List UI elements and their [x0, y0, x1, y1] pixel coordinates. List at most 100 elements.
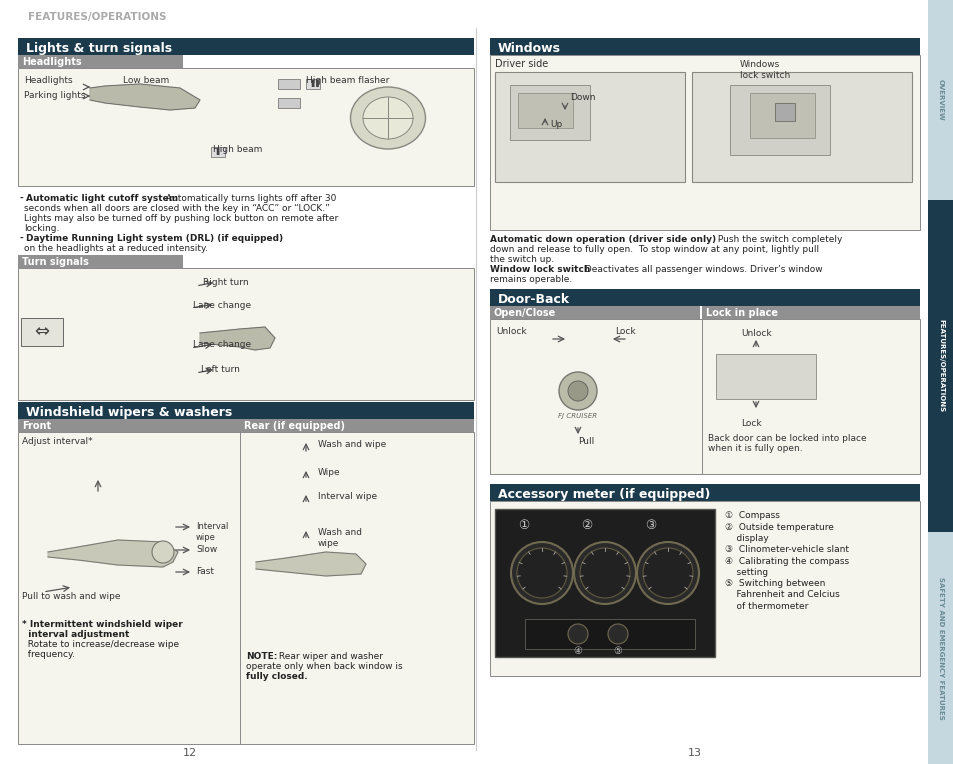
Text: Driver side: Driver side [495, 59, 548, 69]
Bar [306, 79, 319, 89]
Bar [18, 68, 474, 186]
Text: Lock: Lock [740, 419, 760, 428]
Text: Down: Down [569, 93, 595, 102]
Text: Rear (if equipped): Rear (if equipped) [244, 421, 345, 431]
Text: SAFETY AND EMERGENCY FEATURES: SAFETY AND EMERGENCY FEATURES [937, 577, 943, 720]
Text: Slow: Slow [195, 545, 217, 554]
Text: Right turn: Right turn [203, 278, 249, 287]
Bar [716, 354, 815, 399]
Text: Window lock switch: Window lock switch [490, 265, 590, 274]
Text: Lane change: Lane change [193, 340, 251, 349]
Text: seconds when all doors are closed with the key in “ACC” or “LOCK.”: seconds when all doors are closed with t… [24, 204, 330, 213]
Bar [277, 79, 299, 89]
Text: Parking lights: Parking lights [24, 91, 86, 100]
Polygon shape [200, 327, 274, 350]
Bar [490, 38, 919, 55]
Text: Automatic down operation (driver side only): Automatic down operation (driver side on… [490, 235, 716, 244]
Bar [517, 93, 573, 128]
Text: Unlock: Unlock [496, 327, 526, 336]
Ellipse shape [511, 542, 573, 604]
Text: Wash and
wipe: Wash and wipe [317, 528, 361, 548]
Ellipse shape [517, 548, 566, 598]
Bar [21, 318, 63, 346]
Text: remains operable.: remains operable. [490, 275, 572, 284]
Text: Automatic light cutoff system: Automatic light cutoff system [26, 194, 178, 203]
Bar [729, 85, 829, 155]
Text: Lane change: Lane change [193, 301, 251, 310]
Text: ▐▐: ▐▐ [308, 80, 318, 87]
Bar [490, 484, 919, 501]
Text: * Intermittent windshield wiper: * Intermittent windshield wiper [22, 620, 183, 629]
Text: FEATURES/OPERATIONS: FEATURES/OPERATIONS [28, 12, 167, 22]
Bar [18, 432, 474, 744]
Text: Headlights: Headlights [22, 57, 82, 67]
Text: Rear wiper and washer: Rear wiper and washer [275, 652, 382, 661]
Text: Back door can be locked into place: Back door can be locked into place [707, 434, 865, 443]
Text: ⑤: ⑤ [613, 646, 621, 656]
Ellipse shape [607, 624, 627, 644]
Text: FEATURES/OPERATIONS: FEATURES/OPERATIONS [937, 319, 943, 413]
Bar [490, 55, 919, 230]
Ellipse shape [567, 624, 587, 644]
Ellipse shape [152, 541, 173, 563]
Text: Pull to wash and wipe: Pull to wash and wipe [22, 592, 120, 601]
Text: Windshield wipers & washers: Windshield wipers & washers [26, 406, 232, 419]
Ellipse shape [574, 542, 636, 604]
Bar [495, 72, 684, 182]
Text: Accessory meter (if equipped): Accessory meter (if equipped) [497, 488, 710, 501]
Ellipse shape [642, 548, 692, 598]
Text: Interval
wipe: Interval wipe [195, 522, 228, 542]
Text: ▐: ▐ [213, 148, 218, 155]
Bar [18, 255, 183, 268]
Text: ②  Outside temperature
    display: ② Outside temperature display [724, 523, 833, 543]
Text: 12: 12 [183, 748, 197, 758]
Text: ②: ② [580, 519, 592, 532]
Text: ①  Compass: ① Compass [724, 511, 779, 520]
Bar [18, 402, 474, 419]
Bar [211, 147, 225, 157]
Text: Fast: Fast [195, 567, 213, 576]
Text: NOTE:: NOTE: [246, 652, 277, 661]
Text: Wipe: Wipe [317, 468, 340, 477]
Text: locking.: locking. [24, 224, 59, 233]
Text: down and release to fully open.  To stop window at any point, lightly pull: down and release to fully open. To stop … [490, 245, 819, 254]
Text: Lock in place: Lock in place [705, 308, 778, 318]
Text: Front: Front [22, 421, 51, 431]
Bar [240, 419, 474, 432]
Bar [18, 268, 474, 400]
Text: -: - [20, 194, 24, 203]
Text: when it is fully open.: when it is fully open. [707, 444, 801, 453]
Bar [495, 509, 714, 657]
Text: frequency.: frequency. [22, 650, 75, 659]
Bar [510, 85, 589, 140]
Bar [927, 0, 953, 200]
Text: on the headlights at a reduced intensity.: on the headlights at a reduced intensity… [24, 244, 208, 253]
Text: ⇔: ⇔ [34, 323, 50, 341]
Text: Windows: Windows [497, 42, 560, 55]
Text: Adjust interval*: Adjust interval* [22, 437, 92, 446]
Text: Automatically turns lights off after 30: Automatically turns lights off after 30 [163, 194, 336, 203]
Text: ④: ④ [573, 646, 581, 656]
Text: Unlock: Unlock [740, 329, 771, 338]
Bar [490, 306, 700, 319]
Text: Lights & turn signals: Lights & turn signals [26, 42, 172, 55]
Text: Up: Up [550, 120, 561, 129]
Text: fully closed.: fully closed. [246, 672, 307, 681]
Bar [524, 619, 695, 649]
Ellipse shape [350, 87, 425, 149]
Polygon shape [255, 552, 366, 576]
Bar [18, 419, 240, 432]
Ellipse shape [558, 372, 597, 410]
Text: Wash and wipe: Wash and wipe [317, 440, 386, 449]
Text: High beam: High beam [213, 145, 262, 154]
Text: FJ CRUISER: FJ CRUISER [558, 413, 597, 419]
Ellipse shape [363, 97, 413, 139]
Text: Headlights: Headlights [24, 76, 72, 85]
Text: Daytime Running Light system (DRL) (if equipped): Daytime Running Light system (DRL) (if e… [26, 234, 283, 243]
Ellipse shape [567, 381, 587, 401]
Bar [927, 200, 953, 532]
Text: Open/Close: Open/Close [494, 308, 556, 318]
Text: -: - [20, 234, 24, 243]
Ellipse shape [637, 542, 699, 604]
Bar [490, 501, 919, 676]
